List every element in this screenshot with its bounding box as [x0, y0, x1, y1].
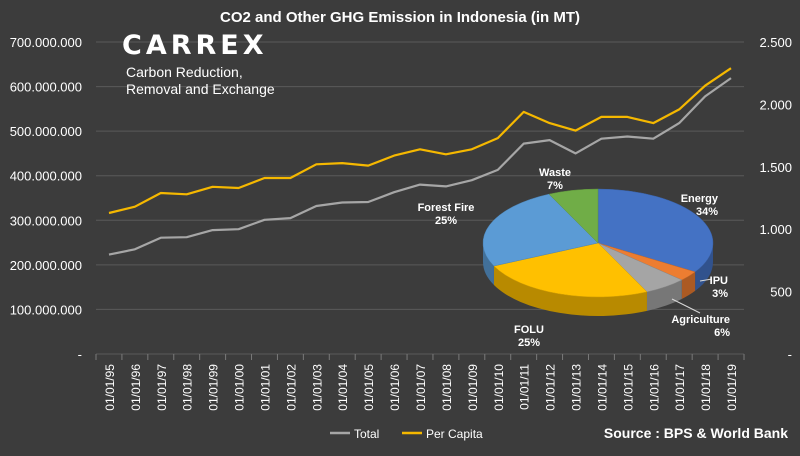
logo-tagline: Carbon Reduction, Removal and Exchange: [126, 64, 286, 98]
left-axis-tick-label: 500.000.000: [10, 124, 82, 139]
legend: Total Per Capita: [330, 427, 483, 441]
left-axis-tick-label: 600.000.000: [10, 80, 82, 95]
x-axis-tick-label: 01/01/04: [336, 364, 350, 411]
pie-side-forest-fire: [483, 243, 494, 285]
pie-side-folu: [493, 265, 647, 316]
pie-slice-folu: [493, 242, 648, 298]
pie-leader-agriculture: [671, 298, 701, 314]
pie-value-energy: 34%: [696, 206, 718, 218]
pie-label-energy: Energy: [681, 193, 719, 205]
x-axis-tick-label: 01/01/03: [310, 364, 324, 411]
right-axis-ticks: - 500 1.000 1.500 2.000 2.500: [759, 35, 792, 362]
legend-label-per-capita: Per Capita: [426, 427, 483, 441]
right-axis-tick-label: 1.500: [759, 160, 792, 175]
pie-label-folu: FOLU: [514, 324, 544, 336]
pie-chart: Energy34%IPU3%Agriculture6%FOLU25%Forest…: [418, 167, 731, 349]
chart-title: CO2 and Other GHG Emission in Indonesia …: [220, 9, 580, 26]
pie-label-agriculture: Agriculture: [671, 314, 730, 326]
x-axis-tick-label: 01/01/06: [388, 364, 402, 411]
x-axis-tick-label: 01/01/98: [181, 364, 195, 411]
series-line-total: [108, 77, 732, 256]
right-axis-tick-label: -: [788, 347, 792, 362]
x-axis-tick-label: 01/01/05: [362, 364, 376, 411]
x-axis-tick-label: 01/01/17: [673, 364, 687, 411]
right-axis-tick-label: 2.500: [759, 35, 792, 50]
x-axis-tick-label: 01/01/07: [414, 364, 428, 411]
x-axis-tick-label: 01/01/96: [129, 364, 143, 411]
left-axis-ticks: - 100.000.000 200.000.000 300.000.000 400.00…: [10, 35, 82, 362]
x-axis-tick-label: 01/01/11: [518, 364, 532, 410]
x-axis-tick-label: 01/01/15: [621, 364, 635, 411]
x-axis-tick-label: 01/01/13: [570, 364, 584, 411]
pie-side-ipu: [681, 271, 696, 299]
left-axis-tick-label: 700.000.000: [10, 35, 82, 50]
x-axis-tick-label: 01/01/01: [258, 364, 272, 411]
series-line-per-capita: [108, 67, 732, 215]
gridlines: [96, 41, 744, 355]
x-axis-tick-label: 01/01/97: [155, 364, 169, 411]
series-lines: [108, 67, 732, 256]
logo-tagline-line1: Carbon Reduction,: [126, 64, 243, 80]
right-axis-tick-label: 500: [770, 285, 792, 300]
x-axis-tick-label: 01/01/08: [440, 364, 454, 411]
left-axis-tick-label: 200.000.000: [10, 258, 82, 273]
x-axis-tick-label: 01/01/99: [207, 364, 221, 411]
pie-value-ipu: 3%: [712, 288, 728, 300]
x-axis-tick-label: 01/01/18: [699, 364, 713, 411]
pie-value-waste: 7%: [547, 180, 563, 192]
x-axis-tick-label: 01/01/16: [647, 364, 661, 411]
pie-value-forest-fire: 25%: [435, 215, 457, 227]
pie-label-waste: Waste: [539, 167, 571, 179]
pie-label-ipu: IPU: [710, 275, 728, 287]
x-axis-tick-label: 01/01/12: [544, 364, 558, 411]
logo-tagline-line2: Removal and Exchange: [126, 81, 275, 97]
pie-side-energy: [695, 243, 713, 291]
legend-label-total: Total: [354, 427, 379, 441]
right-axis-tick-label: 2.000: [759, 97, 792, 112]
pie-slice-waste: [548, 188, 599, 244]
x-axis-tick-label: 01/01/02: [284, 364, 298, 411]
x-axis-ticks: 01/01/95 01/01/96 01/01/97 01/01/98 01/01/99…: [95, 354, 745, 411]
pie-slice-energy: [597, 188, 714, 273]
x-axis-tick-label: 01/01/14: [595, 364, 609, 411]
left-axis-tick-label: 100.000.000: [10, 302, 82, 317]
x-axis-tick-label: 01/01/09: [466, 364, 480, 411]
left-axis-tick-label: -: [78, 347, 82, 362]
left-axis-tick-label: 400.000.000: [10, 169, 82, 184]
right-axis-tick-label: 1.000: [759, 222, 792, 237]
source-note: Source : BPS & World Bank: [604, 425, 788, 441]
pie-value-folu: 25%: [518, 337, 540, 349]
pie-slice-forest-fire: [482, 193, 599, 267]
x-axis-tick-label: 01/01/19: [725, 364, 739, 411]
x-axis-tick-label: 01/01/00: [233, 364, 247, 411]
pie-leader-ipu: [699, 278, 713, 282]
pie-value-agriculture: 6%: [714, 327, 730, 339]
carrex-logo: CARREX: [122, 30, 268, 61]
left-axis-tick-label: 300.000.000: [10, 213, 82, 228]
x-axis-tick-label: 01/01/95: [103, 364, 117, 411]
x-axis-tick-label: 01/01/10: [492, 364, 506, 411]
pie-label-forest-fire: Forest Fire: [418, 202, 475, 214]
pie-side-agriculture: [646, 279, 682, 311]
